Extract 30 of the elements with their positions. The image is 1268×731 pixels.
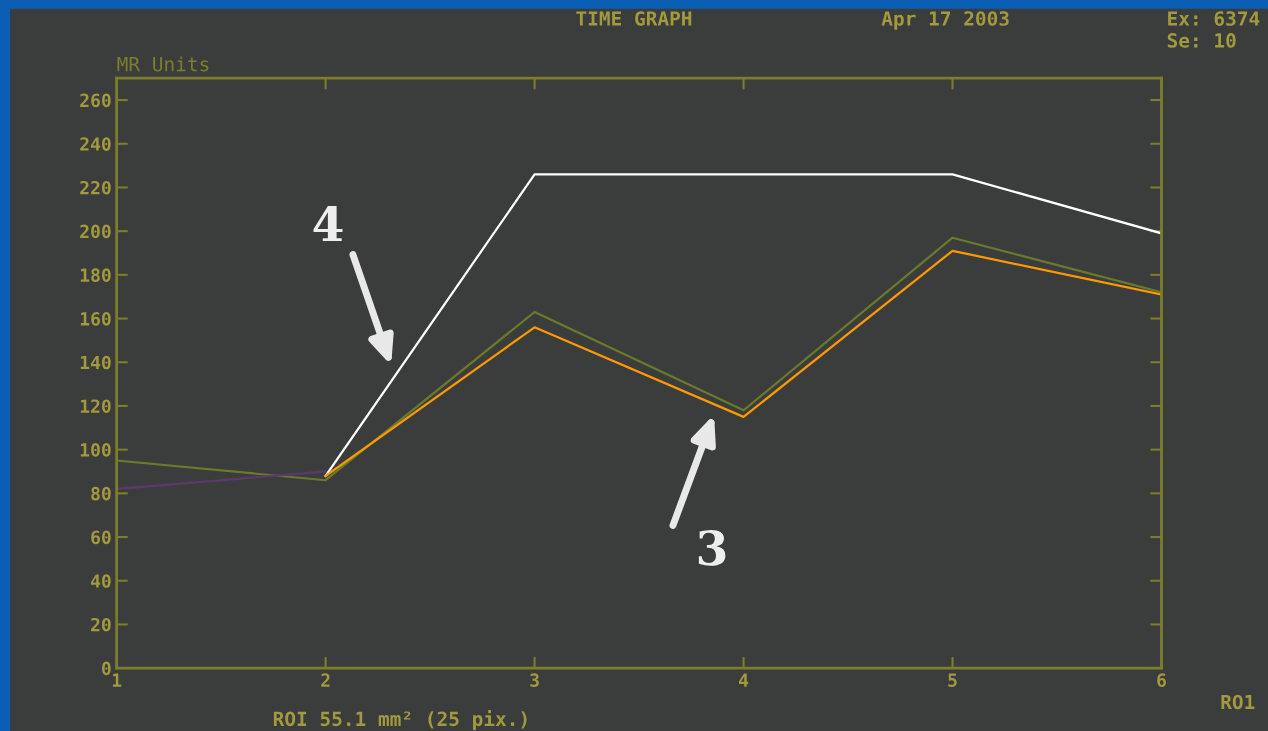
annotation: 4	[313, 205, 343, 242]
text: Apr 17 2003	[881, 11, 1009, 30]
y-tick-label: 120	[80, 399, 111, 414]
y-tick-label: 0	[102, 661, 111, 676]
x-tick-label: 2	[321, 673, 330, 687]
y-tick-label: 100	[80, 443, 111, 457]
y-tick-label: 40	[90, 574, 111, 588]
y-tick-label: 160	[80, 312, 111, 326]
text: Ex: 6374	[1168, 11, 1260, 26]
y-tick-label: 260	[80, 93, 111, 108]
text: Se: 10	[1167, 33, 1236, 48]
y-tick-label: 240	[80, 137, 111, 151]
annotation: 3	[698, 529, 726, 566]
y-tick-label: 180	[80, 268, 111, 282]
y-tick-label: 60	[91, 530, 111, 545]
x-tick-label: 1	[112, 673, 122, 687]
y-tick-label: 140	[80, 355, 111, 370]
y-tick-label: 200	[80, 224, 111, 239]
y-tick-label: 80	[91, 486, 111, 501]
text: ROI 55.1 mm² (25 pix.)	[273, 710, 527, 730]
x-tick-label: 5	[948, 673, 957, 687]
y-tick-label: 20	[91, 617, 111, 632]
x-tick-label: 4	[739, 673, 749, 687]
y-tick-label: 220	[80, 180, 111, 195]
line-series	[324, 249, 1162, 477]
x-tick-label: 6	[1157, 673, 1166, 687]
y-axis-title: MR Units	[117, 56, 209, 72]
chart-title: TIME GRAPH	[576, 11, 692, 26]
x-tick-label: 3	[530, 673, 539, 687]
text: RO1	[1221, 694, 1255, 710]
